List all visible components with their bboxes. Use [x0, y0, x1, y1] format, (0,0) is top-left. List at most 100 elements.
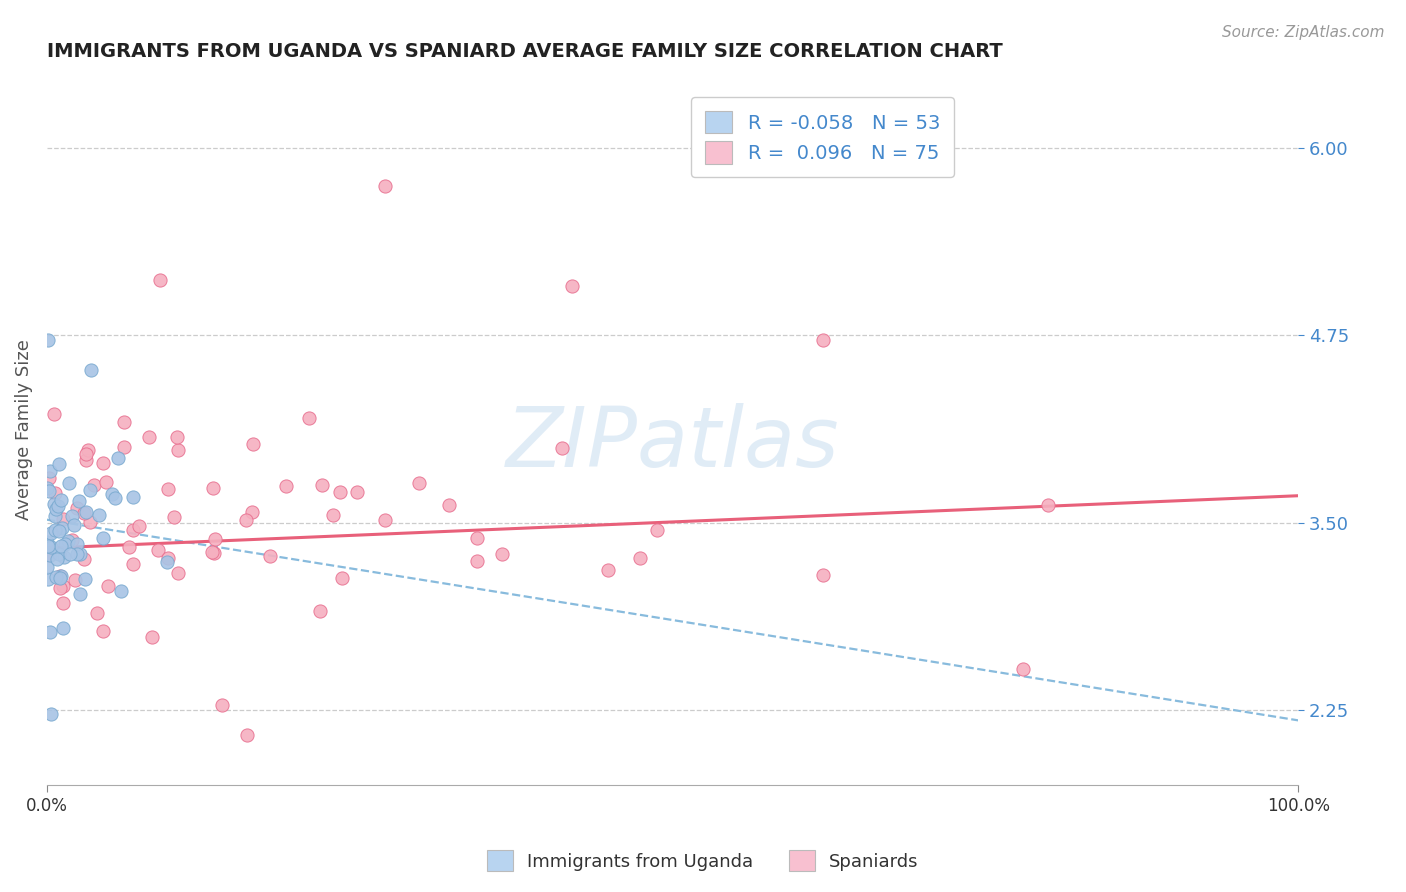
Point	[73, 572, 96, 586]
Point	[35, 560, 58, 574]
Point	[374, 513, 396, 527]
Point	[56, 534, 79, 549]
Point	[166, 430, 188, 444]
Point	[42, 407, 65, 421]
Point	[93, 532, 115, 546]
Point	[273, 789, 295, 803]
Point	[274, 479, 297, 493]
Point	[128, 519, 150, 533]
Text: Source: ZipAtlas.com: Source: ZipAtlas.com	[1222, 25, 1385, 40]
Point	[79, 483, 101, 497]
Point	[408, 475, 430, 490]
Point	[1012, 662, 1035, 676]
Point	[437, 499, 460, 513]
Point	[110, 583, 132, 598]
Point	[39, 707, 62, 722]
Point	[83, 478, 105, 492]
Point	[37, 539, 59, 553]
Point	[103, 491, 125, 505]
Point	[148, 273, 170, 287]
Point	[46, 551, 69, 566]
Point	[49, 539, 72, 553]
Point	[298, 411, 321, 425]
Point	[63, 517, 86, 532]
Point	[73, 506, 96, 520]
Point	[235, 513, 257, 527]
Point	[465, 553, 488, 567]
Point	[53, 537, 76, 551]
Point	[211, 698, 233, 713]
Point	[69, 547, 91, 561]
Point	[44, 523, 66, 537]
Point	[60, 509, 83, 524]
Point	[51, 568, 73, 582]
Point	[107, 451, 129, 466]
Point	[48, 547, 70, 561]
Point	[122, 490, 145, 504]
Point	[811, 333, 834, 347]
Point	[628, 550, 651, 565]
Point	[79, 515, 101, 529]
Point	[309, 604, 332, 618]
Point	[322, 508, 344, 522]
Point	[76, 442, 98, 457]
Point	[202, 481, 225, 495]
Point	[37, 333, 59, 347]
Point	[598, 563, 620, 577]
Point	[52, 621, 75, 635]
Point	[66, 536, 89, 550]
Point	[1036, 498, 1059, 512]
Point	[73, 552, 96, 566]
Point	[58, 475, 80, 490]
Text: ZIPatlas: ZIPatlas	[506, 403, 839, 483]
Point	[118, 541, 141, 555]
Point	[551, 441, 574, 455]
Point	[156, 555, 179, 569]
Point	[236, 728, 259, 742]
Point	[122, 523, 145, 537]
Point	[242, 437, 264, 451]
Point	[202, 546, 225, 560]
Point	[39, 541, 62, 555]
Point	[204, 532, 226, 546]
Point	[69, 494, 91, 508]
Point	[49, 581, 72, 595]
Point	[491, 547, 513, 561]
Point	[163, 510, 186, 524]
Point	[311, 478, 333, 492]
Point	[37, 534, 59, 549]
Point	[39, 465, 62, 479]
Point	[146, 542, 169, 557]
Point	[91, 456, 114, 470]
Point	[59, 547, 82, 561]
Point	[39, 625, 62, 640]
Point	[53, 549, 76, 564]
Point	[87, 508, 110, 522]
Point	[48, 457, 70, 471]
Point	[112, 440, 135, 454]
Point	[332, 571, 354, 585]
Point	[37, 572, 59, 586]
Point	[66, 501, 89, 516]
Point	[44, 497, 66, 511]
Point	[49, 571, 72, 585]
Point	[86, 606, 108, 620]
Point	[44, 486, 66, 500]
Point	[45, 502, 67, 516]
Point	[346, 484, 368, 499]
Point	[101, 487, 124, 501]
Point	[138, 430, 160, 444]
Point	[38, 549, 60, 563]
Point	[38, 471, 60, 485]
Point	[156, 551, 179, 566]
Point	[75, 452, 97, 467]
Point	[465, 531, 488, 545]
Point	[75, 447, 97, 461]
Point	[37, 549, 59, 563]
Point	[112, 416, 135, 430]
Point	[51, 521, 73, 535]
Point	[200, 545, 222, 559]
Point	[37, 481, 59, 495]
Point	[52, 596, 75, 610]
Point	[561, 279, 583, 293]
